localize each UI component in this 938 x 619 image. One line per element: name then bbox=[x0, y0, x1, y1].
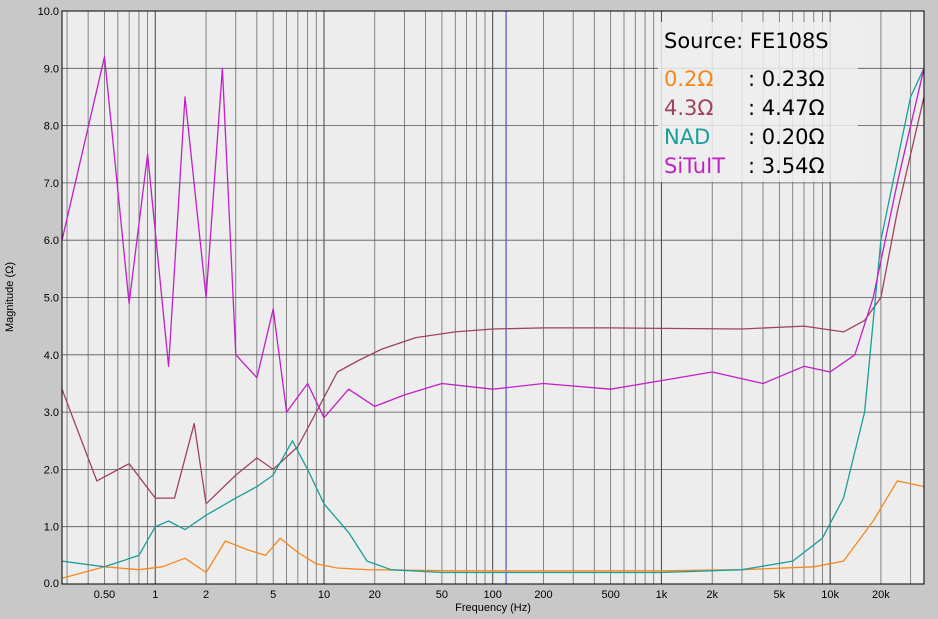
series-lines bbox=[61, 56, 925, 579]
legend-entry-value: : 0.20Ω bbox=[748, 125, 825, 149]
x-tick-label: 20 bbox=[369, 589, 381, 601]
y-tick-label: 0.0 bbox=[44, 578, 59, 590]
y-tick-label: 5.0 bbox=[44, 293, 59, 305]
x-axis-label: Frequency (Hz) bbox=[455, 602, 531, 614]
y-tick-label: 2.0 bbox=[44, 464, 59, 476]
y-tick-label: 9.0 bbox=[44, 63, 59, 75]
series-line-2 bbox=[61, 96, 925, 505]
y-axis-label: Magnitude (Ω) bbox=[4, 262, 16, 332]
x-tick-label: 100 bbox=[484, 589, 502, 601]
x-tick-label: 200 bbox=[534, 589, 552, 601]
y-tick-label: 4.0 bbox=[44, 350, 59, 362]
legend-entry-name: 0.2Ω bbox=[664, 67, 713, 91]
y-tick-label: 1.0 bbox=[44, 522, 59, 534]
x-tick-labels: 0.50 1 2 5 10 20 50 100 200 500 1k 2k 5k 10k 20k bbox=[94, 589, 891, 601]
legend-entry-value: : 4.47Ω bbox=[748, 96, 825, 120]
series-line-4 bbox=[61, 56, 925, 419]
grid-lines bbox=[62, 10, 924, 585]
legend: Source: FE108S 0.2Ω : 0.23Ω 4.3Ω : 4.47Ω NAD:… bbox=[658, 22, 858, 182]
plot-frame bbox=[61, 10, 925, 585]
x-tick-label: 500 bbox=[601, 589, 619, 601]
legend-entry-name: NAD bbox=[664, 125, 710, 149]
y-tick-labels: 0.0 1.0 2.0 3.0 4.0 5.0 6.0 7.0 8.0 9.0 10.0 bbox=[38, 6, 59, 590]
y-tick-label: 3.0 bbox=[44, 407, 59, 419]
y-tick-label: 7.0 bbox=[44, 178, 59, 190]
legend-entry-name: SiTuIT bbox=[664, 154, 725, 178]
y-tick-label: 10.0 bbox=[38, 6, 59, 18]
x-tick-label: 0.50 bbox=[94, 589, 115, 601]
legend-background bbox=[658, 22, 858, 182]
x-tick-label: 10k bbox=[821, 589, 839, 601]
x-tick-label: 5 bbox=[270, 589, 276, 601]
x-tick-label: 2k bbox=[706, 589, 718, 601]
x-tick-label: 1 bbox=[152, 589, 158, 601]
x-tick-label: 5k bbox=[774, 589, 786, 601]
x-tick-label: 20k bbox=[872, 589, 890, 601]
x-tick-label: 50 bbox=[436, 589, 448, 601]
x-tick-label: 1k bbox=[656, 589, 668, 601]
legend-entry-value: : 0.23Ω bbox=[748, 67, 825, 91]
y-tick-label: 6.0 bbox=[44, 235, 59, 247]
x-tick-label: 2 bbox=[203, 589, 209, 601]
series-line-3 bbox=[61, 68, 925, 574]
legend-title: Source: FE108S bbox=[664, 29, 829, 53]
legend-entry-name: 4.3Ω bbox=[664, 96, 713, 120]
series-line-1 bbox=[61, 480, 925, 579]
legend-entry-value: : 3.54Ω bbox=[748, 154, 825, 178]
x-tick-label: 10 bbox=[318, 589, 330, 601]
y-tick-label: 8.0 bbox=[44, 121, 59, 133]
